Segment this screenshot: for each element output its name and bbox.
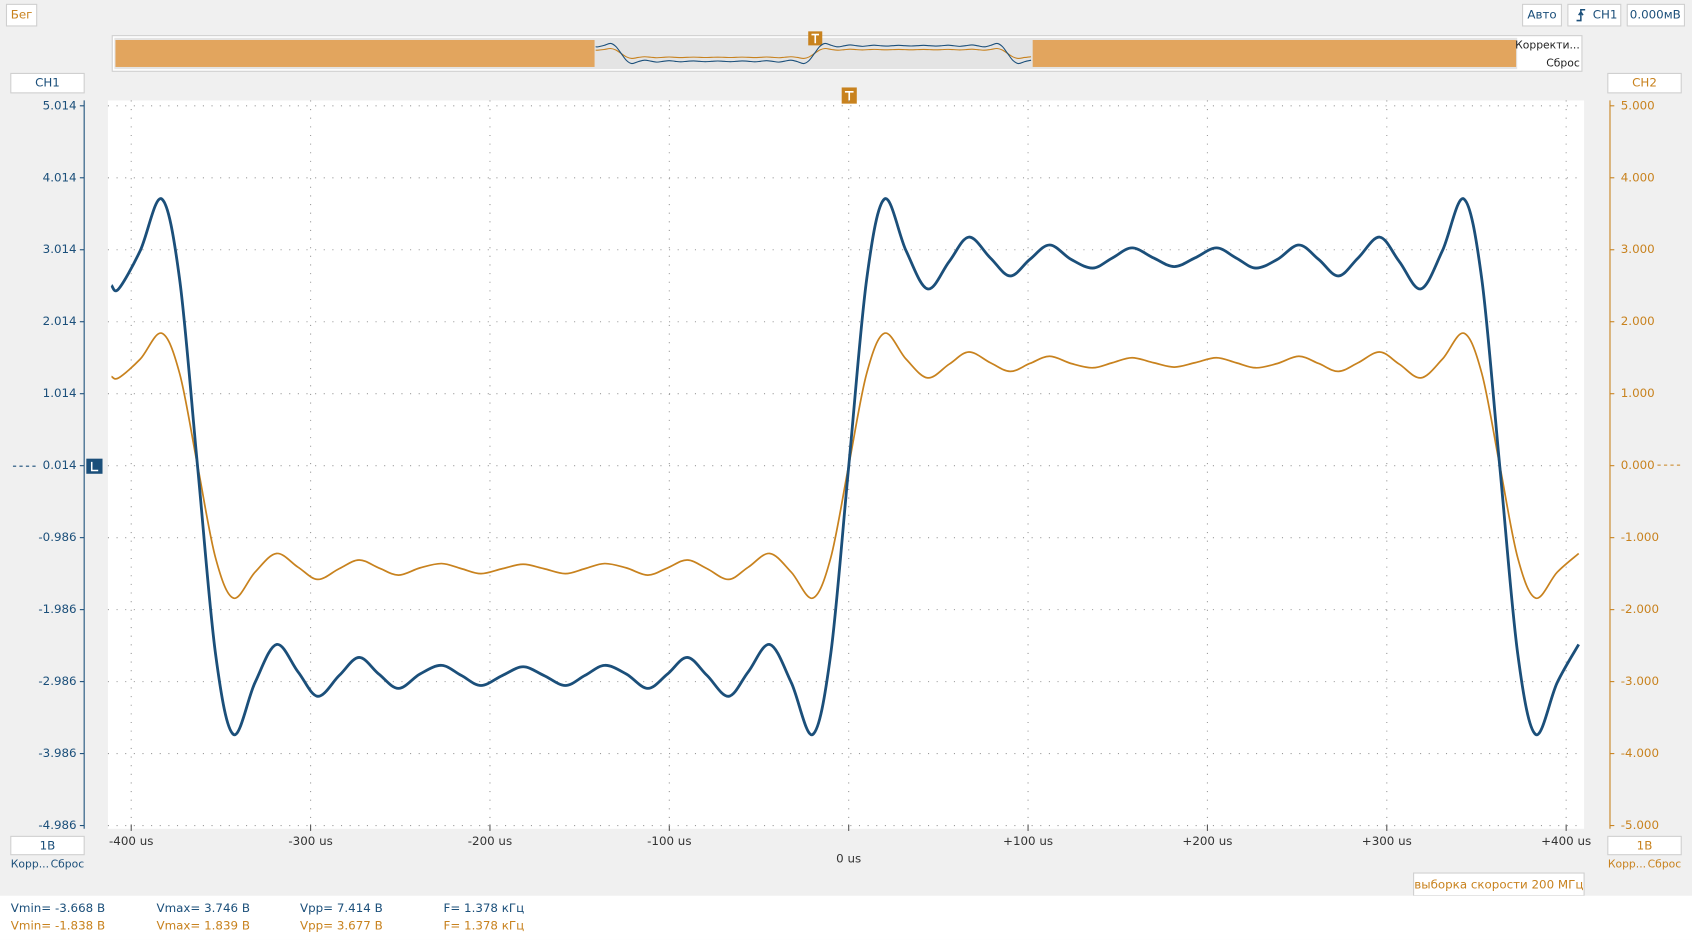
overview-offscreen-left [115, 39, 595, 67]
ch2-correct[interactable]: Корр... [1608, 857, 1646, 870]
mode-button[interactable] [1522, 3, 1562, 27]
y-tick-label: -1.986 [38, 602, 76, 616]
y2-tick-label: -3.000 [1621, 674, 1659, 688]
ch2-reset[interactable]: Сброс [1648, 857, 1682, 870]
x-tick-label: 0 us [836, 852, 861, 866]
x-tick-label: +400 us [1541, 834, 1591, 848]
trigger-level: 0.000мВ [1630, 8, 1681, 22]
status: Бег [11, 8, 33, 22]
overview-correct[interactable]: Корректи... [1515, 38, 1580, 51]
measurement: Vpp= 7.414 В [300, 901, 383, 915]
trigger-source: CH1 [1593, 8, 1618, 22]
measurement: Vmin= -3.668 В [11, 901, 105, 915]
y-tick-label: 4.014 [43, 170, 77, 184]
y2-tick-label: -5.000 [1621, 818, 1659, 832]
overview-trace [595, 47, 1032, 59]
x-tick-label: -200 us [468, 834, 512, 848]
ch1-ground-marker [12, 458, 103, 474]
plot-area [107, 100, 1585, 829]
ch1-scale-box[interactable] [10, 835, 85, 856]
measurements-panel [0, 895, 1692, 940]
ch1-reset[interactable]: Сброс [51, 857, 85, 870]
ch2-scale: 1В [1637, 839, 1653, 853]
y2-tick-label: 2.000 [1621, 314, 1655, 328]
x-tick-label: -100 us [647, 834, 691, 848]
trigger-marker-top [808, 31, 823, 46]
measurements: Vmin= -3.668 В Vmax= 3.746 В Vpp= 7.414 В F… [11, 901, 524, 932]
y2-tick-label: 5.000 [1621, 98, 1655, 112]
overview-offscreen-right [1032, 39, 1517, 67]
x-tick-label: +300 us [1362, 834, 1412, 848]
overview-trace [595, 42, 1032, 65]
status-box[interactable] [5, 3, 38, 27]
measurement: Vmax= 1.839 В [156, 918, 250, 932]
ch2-scale-box[interactable] [1607, 835, 1682, 856]
x-tick-label: -300 us [288, 834, 332, 848]
y2-tick-label: -2.000 [1621, 602, 1659, 616]
y-tick-label: 2.014 [43, 314, 77, 328]
mode: Авто [1527, 8, 1556, 22]
y-tick-label: -2.986 [38, 674, 76, 688]
trigger-edge-icon [1576, 9, 1586, 22]
y-tick-label: 3.014 [43, 242, 77, 256]
ch2-name: CH2 [1632, 76, 1657, 90]
y-tick-label: 0.014 [43, 458, 77, 472]
y2-tick-label: -1.000 [1621, 530, 1659, 544]
trigger-level-button[interactable] [1626, 3, 1685, 27]
ch1-header[interactable] [10, 72, 85, 94]
ch1-correct[interactable]: Корр... [11, 857, 49, 870]
y-tick-label: -4.986 [38, 818, 76, 832]
overview-reset[interactable]: Сброс [1546, 57, 1580, 70]
y-tick-label: 5.014 [43, 98, 77, 112]
x-tick-label: -400 us [109, 834, 153, 848]
y-tick-label: -0.986 [38, 530, 76, 544]
measurement: Vmax= 3.746 В [156, 901, 250, 915]
y-tick-label: 1.014 [43, 386, 77, 400]
y-tick-label: -3.986 [38, 746, 76, 760]
ch1-scale: 1В [40, 839, 56, 853]
sample-rate: выборка скорости 200 МГц [1414, 877, 1583, 891]
trace [111, 332, 1580, 599]
trace [110, 197, 1580, 736]
ch2-header[interactable] [1607, 72, 1682, 94]
y2-tick-label: 4.000 [1621, 170, 1655, 184]
measurement: F= 1.378 кГц [444, 901, 525, 915]
x-tick-label: +100 us [1003, 834, 1053, 848]
y2-tick-label: 1.000 [1621, 386, 1655, 400]
measurement: Vmin= -1.838 В [11, 918, 105, 932]
measurement: F= 1.378 кГц [444, 918, 525, 932]
x-tick-label: +200 us [1182, 834, 1232, 848]
y2-tick-label: 3.000 [1621, 242, 1655, 256]
measurement: Vpp= 3.677 В [300, 918, 383, 932]
ch1-name: CH1 [35, 76, 60, 90]
y2-tick-label: -4.000 [1621, 746, 1659, 760]
y2-tick-label: 0.000 [1621, 458, 1655, 472]
trigger-marker [841, 87, 857, 104]
